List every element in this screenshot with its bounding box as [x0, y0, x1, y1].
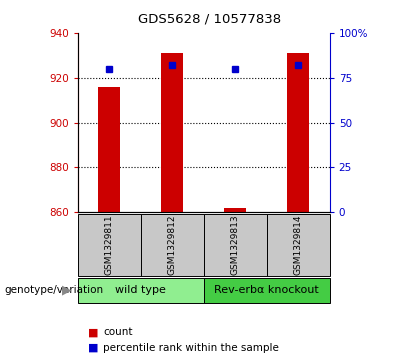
Text: GSM1329813: GSM1329813: [231, 215, 240, 276]
Text: GDS5628 / 10577838: GDS5628 / 10577838: [139, 13, 281, 26]
Bar: [267, 214, 330, 276]
Text: count: count: [103, 327, 132, 337]
Text: ■: ■: [88, 343, 99, 353]
Bar: [204, 278, 330, 303]
Text: ■: ■: [88, 327, 99, 337]
Bar: [78, 278, 204, 303]
Text: Rev-erbα knockout: Rev-erbα knockout: [214, 285, 319, 295]
Text: percentile rank within the sample: percentile rank within the sample: [103, 343, 279, 353]
Text: GSM1329811: GSM1329811: [105, 215, 114, 276]
Text: genotype/variation: genotype/variation: [4, 285, 103, 295]
Text: GSM1329812: GSM1329812: [168, 215, 177, 275]
Bar: [224, 208, 246, 212]
Bar: [141, 214, 204, 276]
Bar: [204, 214, 267, 276]
Text: GSM1329814: GSM1329814: [294, 215, 303, 275]
Text: wild type: wild type: [115, 285, 166, 295]
Bar: [98, 86, 120, 212]
Bar: [78, 214, 141, 276]
Bar: [161, 53, 183, 212]
Text: ▶: ▶: [63, 284, 72, 297]
Bar: [287, 53, 309, 212]
